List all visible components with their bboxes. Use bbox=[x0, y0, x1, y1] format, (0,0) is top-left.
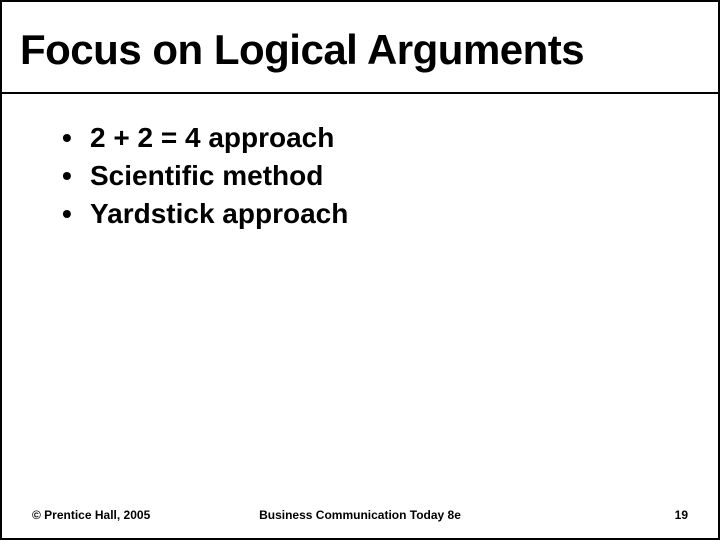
slide-title: Focus on Logical Arguments bbox=[20, 26, 700, 74]
body-region: 2 + 2 = 4 approach Scientific method Yar… bbox=[2, 94, 718, 230]
bullet-list: 2 + 2 = 4 approach Scientific method Yar… bbox=[62, 122, 678, 230]
title-region: Focus on Logical Arguments bbox=[2, 2, 718, 94]
bullet-item: 2 + 2 = 4 approach bbox=[62, 122, 678, 154]
bullet-item: Scientific method bbox=[62, 160, 678, 192]
slide-container: Focus on Logical Arguments 2 + 2 = 4 app… bbox=[0, 0, 720, 540]
bullet-item: Yardstick approach bbox=[62, 198, 678, 230]
footer-page-number: 19 bbox=[675, 508, 688, 522]
footer: © Prentice Hall, 2005 Business Communica… bbox=[2, 508, 718, 522]
footer-book-title: Business Communication Today 8e bbox=[259, 508, 461, 522]
footer-copyright: © Prentice Hall, 2005 bbox=[32, 508, 150, 522]
